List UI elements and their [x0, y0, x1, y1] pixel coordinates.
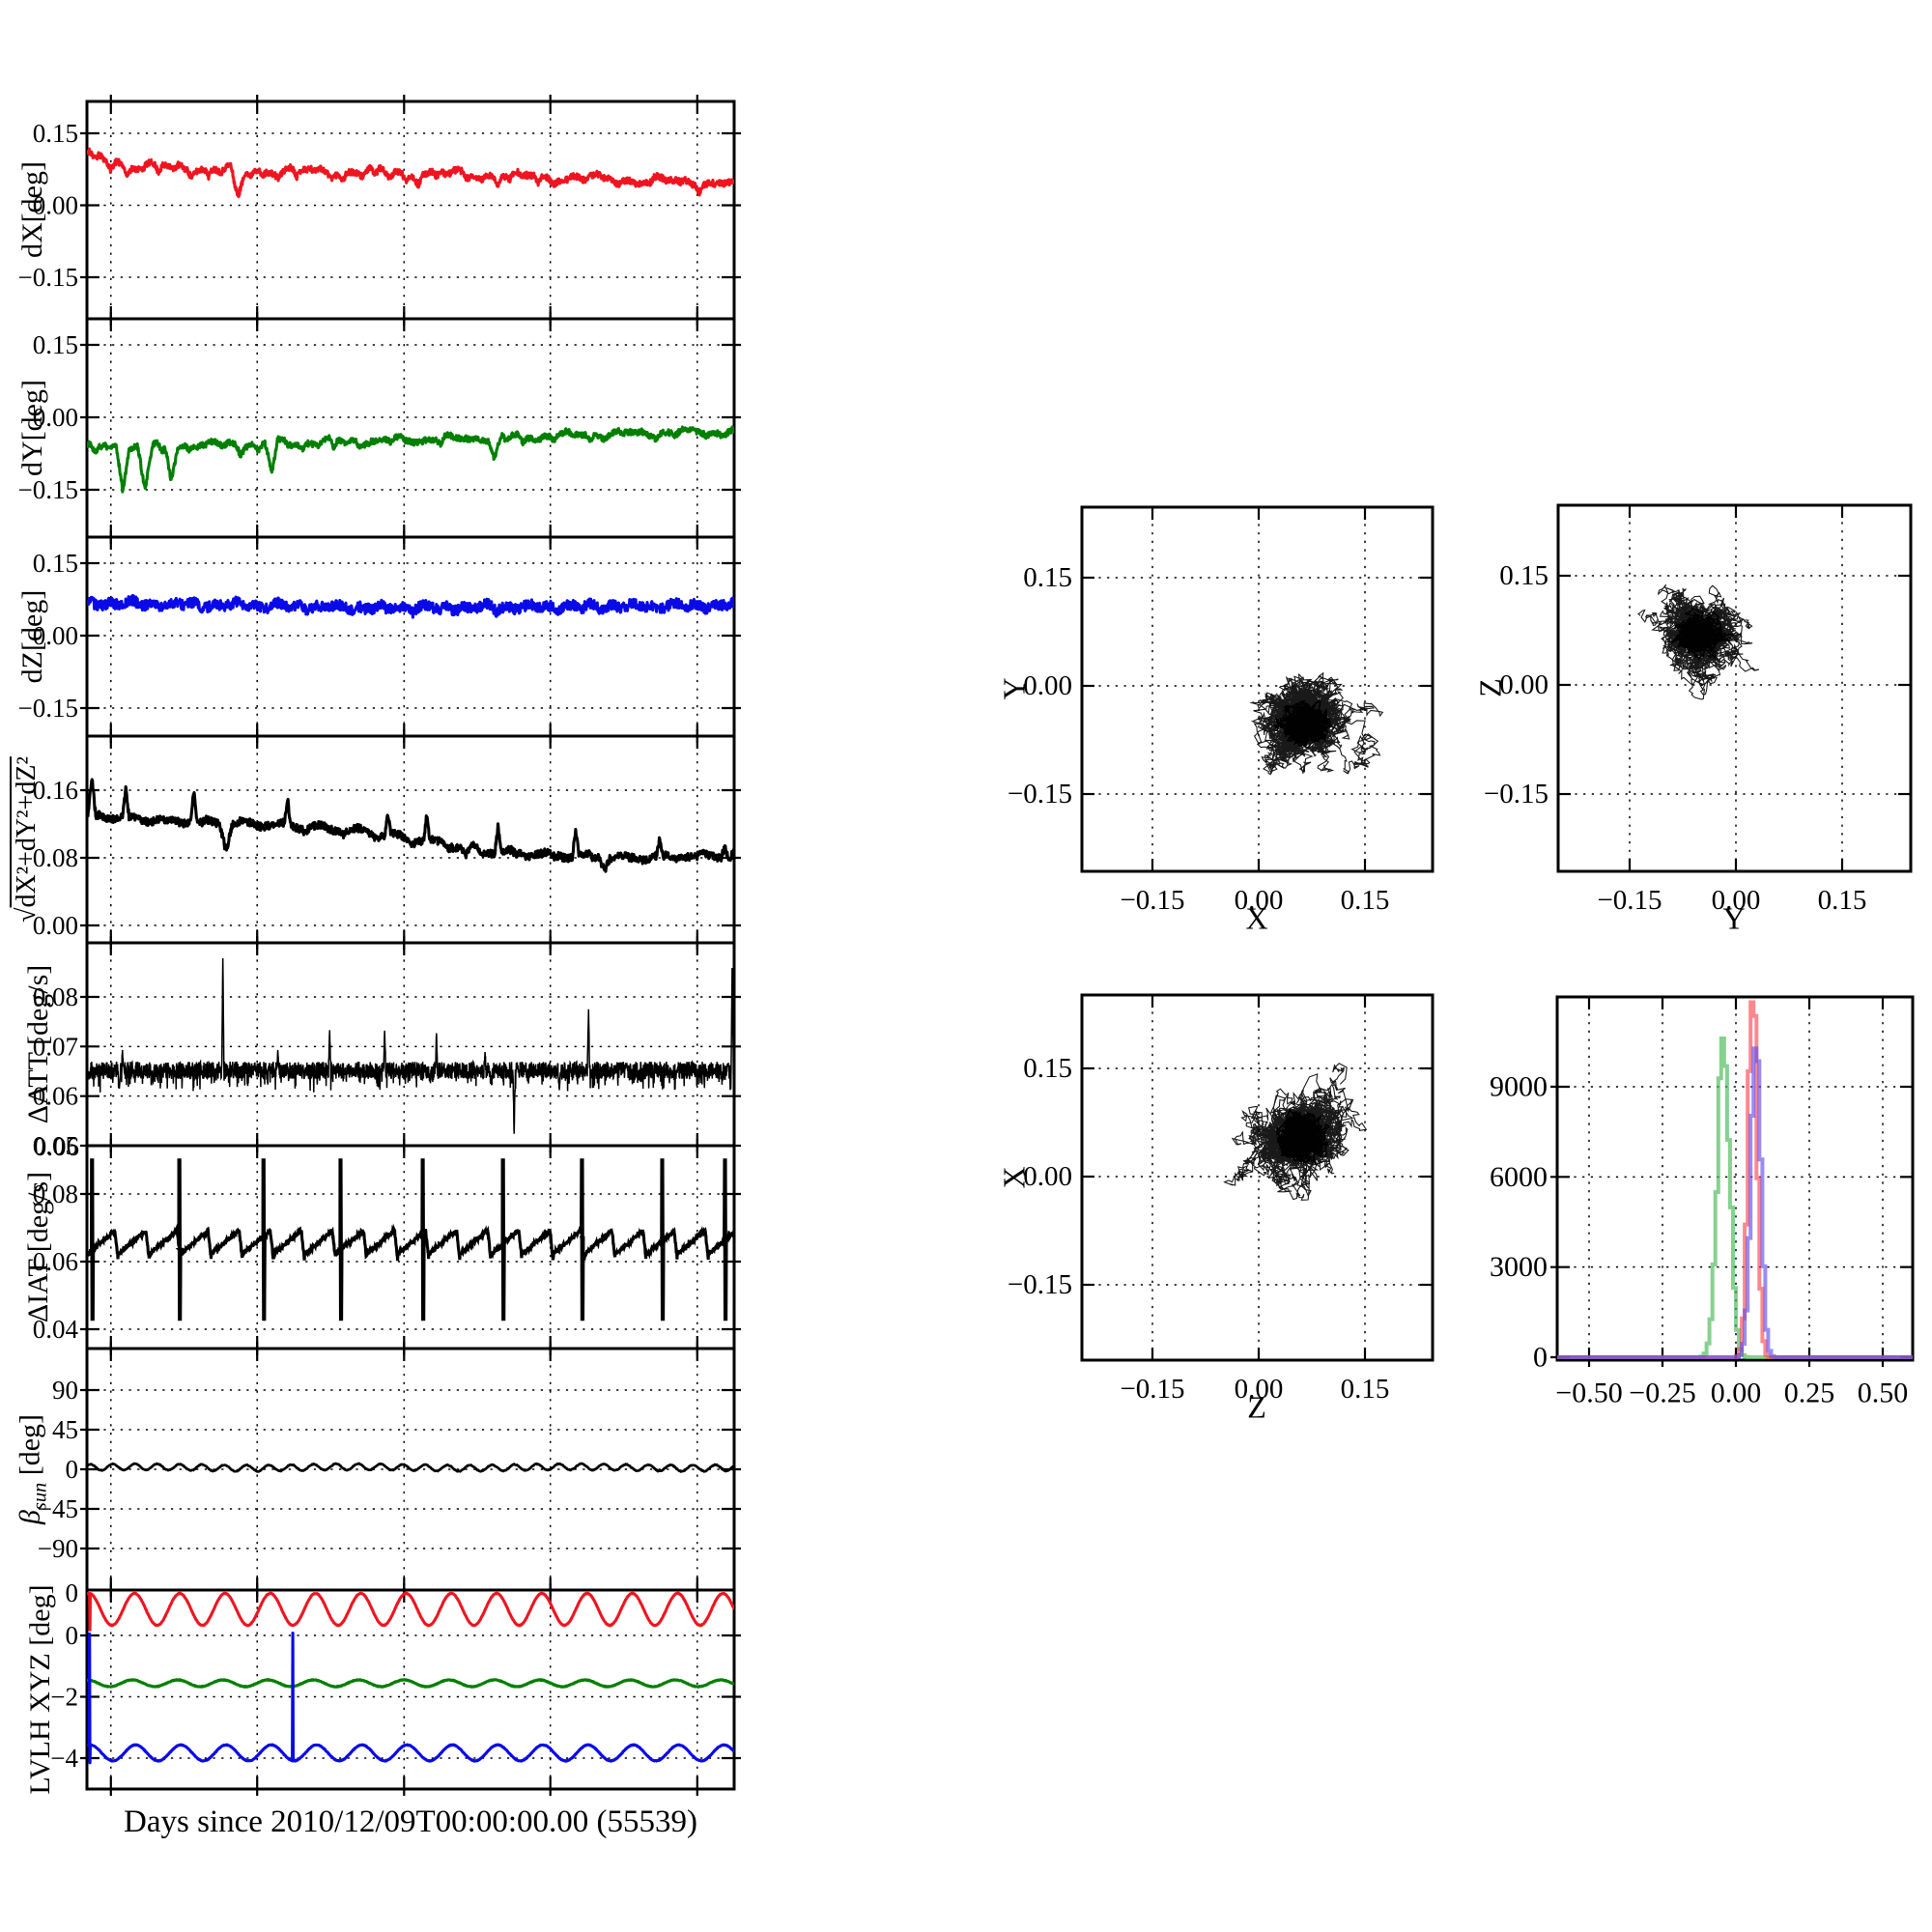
svg-text:−4: −4 [50, 1744, 78, 1773]
svg-text:0.00: 0.00 [1023, 1161, 1072, 1192]
svg-text:0.00: 0.00 [1235, 1374, 1284, 1405]
ylabel-dy: dY[deg] [16, 380, 48, 476]
panel-dY: 0.15 0.00 −0.15 [18, 312, 741, 544]
svg-text:0.15: 0.15 [33, 330, 78, 359]
svg-text:0.07: 0.07 [33, 1032, 78, 1061]
ylabel-magnitude: √dX²+dY²+dZ² [12, 756, 42, 923]
svg-text:0.08: 0.08 [33, 982, 78, 1011]
ylabel-delta-iat: ΔIAT [deg/s] [22, 1171, 54, 1323]
svg-text:0.00: 0.00 [1499, 669, 1548, 700]
ylabel-lvlh: LVLH XYZ [deg] [24, 1584, 56, 1795]
svg-text:0.15: 0.15 [1818, 885, 1867, 916]
svg-text:0.06: 0.06 [33, 1082, 78, 1111]
svg-text:0.00: 0.00 [33, 403, 78, 432]
svg-text:−90: −90 [38, 1534, 78, 1563]
svg-text:−45: −45 [38, 1494, 78, 1523]
svg-text:0: 0 [1533, 1342, 1548, 1374]
svg-text:0.05: 0.05 [33, 1131, 78, 1160]
svg-text:0.04: 0.04 [33, 1315, 79, 1344]
panel-magnitude: 0.16 0.08 0.00 [33, 729, 741, 950]
svg-text:0.08: 0.08 [33, 1179, 78, 1208]
svg-text:3000: 3000 [1490, 1251, 1548, 1283]
svg-text:0.00: 0.00 [1711, 1378, 1762, 1409]
panel-delta-att: 0.080.070.060.050.06 [33, 936, 741, 1161]
svg-text:0: 0 [66, 1621, 79, 1650]
svg-text:0.50: 0.50 [1858, 1378, 1909, 1409]
svg-text:−0.15: −0.15 [18, 475, 78, 504]
ylabel-scatter-zy: Z [1472, 678, 1508, 697]
svg-text:0.00: 0.00 [1235, 885, 1284, 916]
panel-dX: 0.15 0.00 −0.15 [18, 95, 741, 326]
svg-text:0: 0 [66, 1455, 79, 1484]
svg-text:−0.15: −0.15 [1008, 779, 1072, 810]
svg-text:0.06: 0.06 [33, 1247, 78, 1276]
svg-text:−0.15: −0.15 [1008, 1269, 1072, 1300]
svg-text:0.15: 0.15 [1023, 1053, 1072, 1084]
svg-text:0.15: 0.15 [1023, 562, 1072, 593]
xlabel-scatter-yx: X [1245, 900, 1268, 936]
panel-lvlh-xyz: 0 −2 −4 0 [50, 1578, 741, 1796]
svg-text:−0.15: −0.15 [1484, 779, 1548, 810]
x-axis-title: Days since 2010/12/09T00:00:00.00 (55539… [124, 1804, 697, 1839]
svg-text:0.15: 0.15 [1341, 885, 1390, 916]
ylabel-scatter-xz: X [996, 1166, 1032, 1189]
svg-text:−0.50: −0.50 [1555, 1378, 1622, 1409]
panel-scatter-z-vs-y: −0.15 0.00 0.15 0.15 0.00 −0.15 [1484, 503, 1913, 916]
ylabel-beta-sun: βsun [deg] [14, 1413, 51, 1525]
svg-text:−0.15: −0.15 [1597, 885, 1662, 916]
panel-delta-iat: 0.08 0.06 0.04 [33, 1139, 741, 1355]
svg-text:0.15: 0.15 [1341, 1374, 1390, 1405]
svg-text:0.08: 0.08 [33, 843, 78, 872]
ylabel-dx: dX[deg] [16, 161, 48, 258]
panel-beta-sun: 90 45 0 −45 −90 [38, 1342, 741, 1597]
svg-text:0.00: 0.00 [33, 911, 78, 940]
svg-text:0.00: 0.00 [1023, 670, 1072, 701]
svg-text:−0.25: −0.25 [1629, 1378, 1695, 1409]
svg-text:−0.15: −0.15 [1120, 1374, 1184, 1405]
svg-text:0.16: 0.16 [33, 776, 78, 805]
panel-scatter-y-vs-x: −0.15 0.00 0.15 0.15 0.00 −0.15 [1008, 505, 1435, 916]
svg-text:−0.15: −0.15 [18, 694, 78, 723]
svg-text:0.00: 0.00 [1712, 885, 1761, 916]
panel-dZ: 0.15 0.00 −0.15 [18, 530, 741, 743]
panel-histogram: −0.50 −0.25 0.00 0.25 0.50 0 3000 6000 9000 [1490, 995, 1915, 1409]
svg-text:0: 0 [66, 1578, 79, 1607]
svg-text:0.00: 0.00 [33, 621, 78, 650]
svg-text:0.15: 0.15 [1499, 560, 1548, 591]
svg-text:−0.15: −0.15 [1120, 885, 1184, 916]
svg-text:6000: 6000 [1490, 1161, 1548, 1193]
ylabel-delta-att: ΔATT [deg/s] [22, 964, 54, 1124]
panel-scatter-x-vs-z: −0.15 0.00 0.15 0.15 0.00 −0.15 [1008, 993, 1435, 1405]
xlabel-scatter-zy: Y [1722, 900, 1746, 936]
svg-text:0.15: 0.15 [33, 119, 78, 148]
svg-text:0.06: 0.06 [34, 1132, 79, 1161]
svg-text:9000: 9000 [1490, 1071, 1548, 1103]
svg-text:45: 45 [52, 1415, 78, 1444]
svg-text:0.00: 0.00 [33, 191, 78, 220]
ylabel-scatter-yx: Y [996, 677, 1032, 700]
ylabel-dz: dZ[deg] [16, 589, 48, 684]
svg-text:−0.15: −0.15 [18, 263, 78, 292]
svg-text:0.15: 0.15 [33, 549, 78, 578]
xlabel-scatter-xz: Z [1247, 1389, 1266, 1425]
svg-text:−2: −2 [50, 1683, 78, 1712]
svg-text:0.25: 0.25 [1784, 1378, 1835, 1409]
svg-text:90: 90 [52, 1376, 78, 1405]
